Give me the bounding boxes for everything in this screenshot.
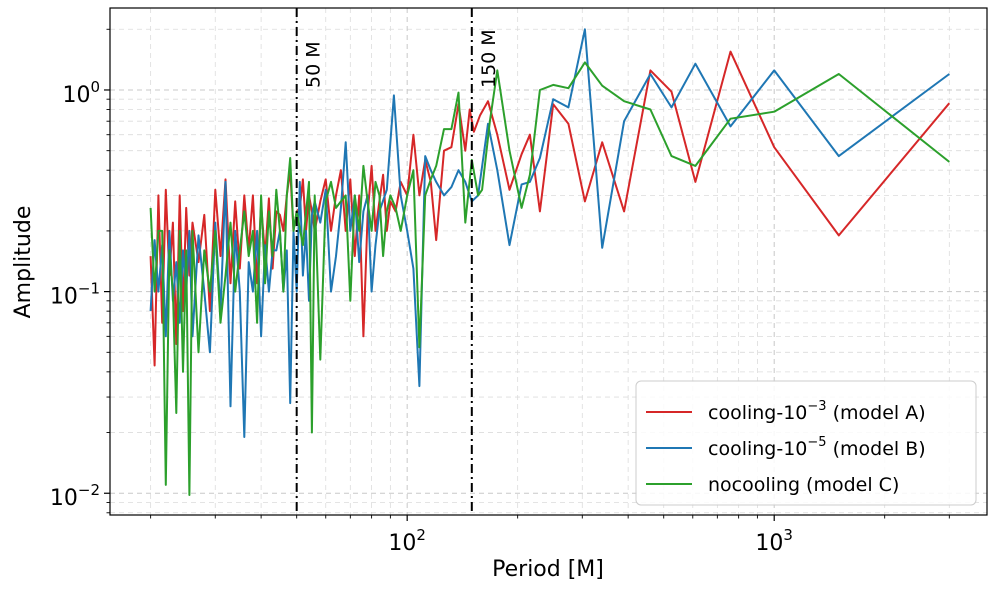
legend-box: [635, 380, 977, 506]
vertical-markers: 50 M 150 M: [295, 8, 500, 515]
plot-frame: [109, 7, 988, 516]
vline-label-1: 50 M: [303, 41, 325, 88]
series-line-2: [149, 28, 950, 438]
axis-tick-labels: 102 103 100 10−1 10−2: [50, 78, 793, 556]
legend-label-2: cooling-10−5 (model B): [708, 435, 926, 460]
legend: cooling-10−3 (model A) cooling-10−5 (mode…: [635, 380, 977, 506]
y-tick-label: 10−2: [50, 481, 100, 511]
x-tick-label: 102: [388, 526, 426, 556]
legend-label-3: nocooling (model C): [708, 474, 899, 496]
series-layer: [149, 28, 951, 496]
vline-label-2: 150 M: [478, 29, 500, 88]
y-axis-label: Amplitude: [11, 206, 36, 319]
y-tick-label: 10−1: [50, 280, 100, 310]
y-tick-label: 100: [62, 78, 100, 108]
legend-label-1: cooling-10−3 (model A): [708, 399, 926, 424]
axis-ticks: [104, 28, 950, 521]
x-axis-label: Period [M]: [492, 557, 604, 582]
x-tick-label: 103: [755, 526, 793, 556]
series-line-3: [149, 61, 950, 496]
